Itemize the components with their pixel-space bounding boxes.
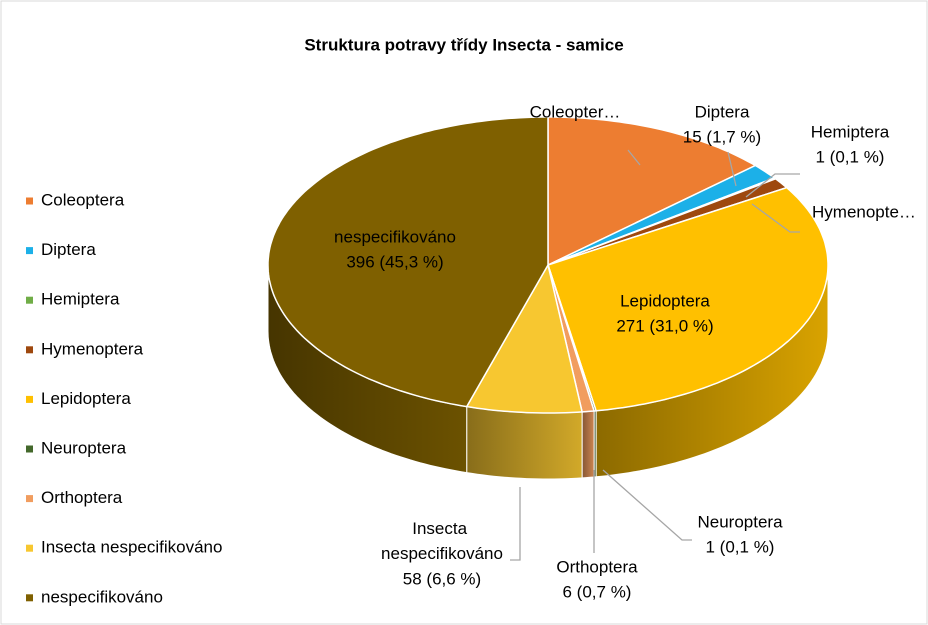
data-label-name: Coleopter… [530,102,621,121]
plot: Coleopter… Diptera 15 (1,7 %) Hemiptera 1 (0… [267,102,916,601]
data-label: 271 (31,0 %) [616,316,713,335]
legend-label: Hemiptera [41,290,120,309]
legend-swatch [26,445,33,453]
slice [547,116,758,267]
legend-swatch [26,296,33,304]
slice-side [466,406,583,480]
legend-swatch [26,544,33,552]
data-label-name: Insecta nespecifikováno [381,519,503,563]
leader-line [727,151,737,187]
legend-label: Insecta nespecifikováno [41,538,222,557]
slice [267,116,549,408]
slice [547,186,829,412]
data-label-name: Lepidoptera [620,291,710,310]
legend-label: Neuroptera [41,438,127,457]
legend-swatch [26,197,33,205]
leader-line [510,487,521,561]
slice [465,262,584,414]
legend-swatch [26,395,33,403]
data-label: 1 (0,1 %) [706,537,775,556]
leader-line [602,469,692,541]
data-label-name: nespecifikováno [334,227,456,246]
data-label: 15 (1,7 %) [683,127,761,146]
leader-line [751,203,800,233]
legend-label: Hymenoptera [41,339,144,358]
chart-title: Struktura potravy třídy Insecta - samice [304,35,623,54]
data-label: 396 (45,3 %) [346,252,443,271]
data-label-name: Orthoptera [556,557,638,576]
data-label: 1 (0,1 %) [816,147,885,166]
legend-swatch [26,594,33,602]
slice [547,164,776,266]
leader-line [627,149,641,166]
data-label-name: Diptera [695,102,750,121]
legend-label: Coleoptera [41,190,125,209]
slice-side [581,410,595,479]
data-label-name: Neuroptera [697,512,783,531]
legend-label: Orthoptera [41,488,123,507]
legend-label: nespecifikováno [41,587,163,606]
data-label: 58 (6,6 %) [403,569,481,588]
legend-swatch [26,247,33,255]
legend-swatch [26,495,33,503]
data-label-name: Hymenopte… [812,202,916,221]
leader-line [745,173,800,198]
legend-label: Diptera [41,240,96,259]
data-label: 6 (0,7 %) [563,582,632,601]
data-label-name: Hemiptera [811,122,890,141]
legend-label: Lepidoptera [41,389,131,408]
legend-swatch [26,346,33,354]
